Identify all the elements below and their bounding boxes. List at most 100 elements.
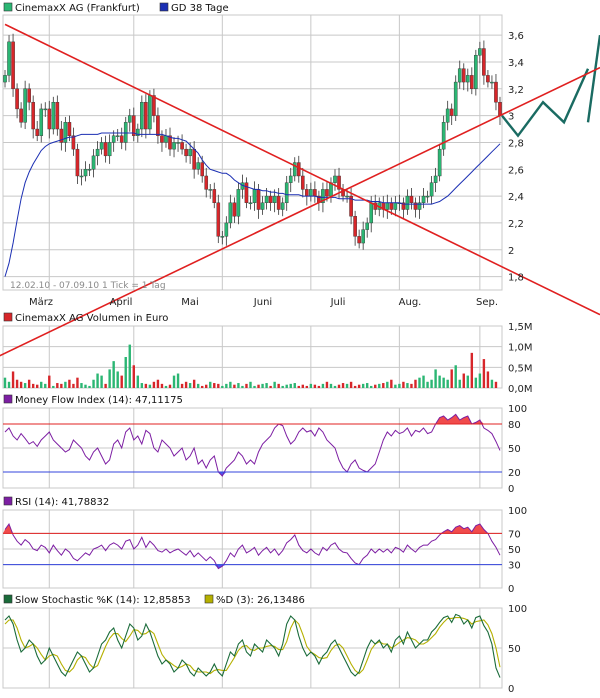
candle-body (107, 142, 112, 157)
candle-body (35, 128, 40, 136)
volume-bar (112, 361, 115, 388)
volume-bar (402, 381, 405, 388)
volume-bar (474, 377, 478, 388)
candle-body (417, 202, 422, 210)
volume-bar (422, 375, 425, 388)
candle-body (192, 148, 196, 170)
mfi-y-tick-label: 100 (508, 404, 527, 415)
volume-bar (386, 381, 389, 388)
candle-body (321, 189, 325, 204)
volume-bar (418, 377, 421, 388)
volume-bar (217, 383, 220, 388)
month-label: April (110, 297, 133, 308)
candle-body (127, 115, 132, 123)
price-plot-frame (2, 14, 503, 291)
volume-bar (458, 379, 461, 388)
candle-body (196, 162, 200, 170)
candle-body (15, 88, 19, 110)
volume-bar (249, 381, 252, 388)
candle-body (131, 115, 136, 136)
candle-body (176, 142, 180, 144)
candle-body (212, 189, 217, 204)
price-y-tick-label: 2 (508, 246, 514, 257)
volume-bar (3, 377, 7, 388)
candle-body (305, 189, 309, 197)
trendline-2 (0, 66, 600, 357)
stoch-y-tick-label: 0 (508, 684, 514, 695)
candle-body (357, 236, 361, 244)
candle-body (482, 48, 486, 76)
volume-bar (140, 383, 144, 388)
moving-average-line (4, 132, 501, 277)
legend-swatch-volume (3, 312, 13, 322)
candle-body (136, 128, 140, 136)
volume-bar (478, 373, 482, 388)
candle-body (353, 216, 357, 237)
candle-body (47, 108, 52, 130)
volume-bar (68, 379, 71, 388)
rsi-line (4, 522, 501, 570)
candle-body (91, 155, 96, 170)
price-y-tick-label: 3,6 (508, 31, 524, 42)
candle-body (103, 142, 108, 157)
volume-bar (120, 375, 123, 388)
volume-bar (80, 383, 83, 388)
volume-bar (205, 384, 208, 388)
candle-body (248, 202, 253, 205)
candle-body (180, 142, 184, 150)
price-y-tick-label: 3,2 (508, 85, 524, 96)
volume-bar (378, 383, 381, 388)
volume-bar (100, 375, 103, 388)
candle-body (313, 189, 317, 197)
volume-bar (56, 383, 59, 388)
candle-body (23, 88, 27, 123)
rsi-overbought-fill (3, 524, 502, 534)
volume-bar (462, 373, 465, 388)
candle-body (272, 195, 277, 204)
volume-bar (237, 383, 240, 388)
volume-bar (321, 383, 325, 388)
volume-bar (168, 384, 172, 388)
volume-bar (394, 384, 397, 388)
volume-bar (353, 385, 357, 388)
candle-body (156, 115, 160, 136)
rsi-oversold-fill (3, 564, 502, 569)
legend-label-ma: GD 38 Tage (171, 3, 229, 14)
candle-body (75, 148, 80, 177)
volume-bar (265, 383, 268, 388)
candle-body (264, 195, 269, 204)
legend-swatch-stoch-d (204, 594, 214, 604)
candle-body (441, 122, 446, 150)
volume-bar (430, 379, 433, 388)
legend-label-stoch-d: %D (3): 26,13486 (216, 595, 305, 606)
candle-body (244, 182, 249, 204)
volume-bar (426, 381, 429, 388)
candle-body (39, 108, 44, 136)
candle-body (160, 135, 164, 143)
candle-body (413, 202, 418, 210)
volume-y-tick-label: 1,5M (508, 322, 533, 333)
candle-body (361, 229, 365, 244)
stoch-d-line (4, 617, 501, 675)
volume-bar (293, 383, 296, 388)
candle-body (3, 75, 7, 83)
volume-bar (490, 379, 494, 388)
price-y-tick-label: 2,6 (508, 165, 524, 176)
candle-body (63, 122, 68, 143)
volume-bar (23, 383, 27, 388)
candle-body (498, 101, 502, 116)
volume-bar (104, 383, 107, 388)
candle-body (325, 189, 329, 197)
candle-body (236, 189, 241, 217)
volume-bar (184, 381, 188, 388)
candle-body (115, 135, 120, 137)
legend-swatch-rsi (3, 496, 13, 506)
volume-bar (31, 383, 35, 388)
candle-body (204, 175, 209, 190)
volume-y-tick-label: 1,0M (508, 343, 533, 354)
volume-bar (269, 385, 272, 388)
candle-body (449, 108, 454, 116)
candle-body (405, 195, 410, 210)
volume-bar (273, 381, 276, 388)
